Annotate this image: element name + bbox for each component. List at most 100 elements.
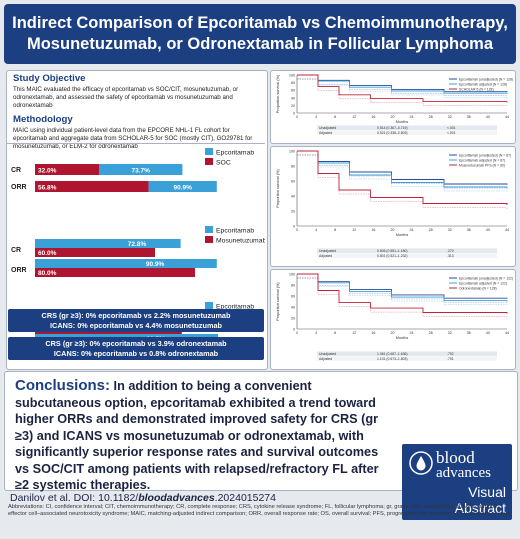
y-tick-label: 0 — [293, 225, 295, 229]
bar — [99, 164, 183, 175]
x-tick-label: 44 — [505, 331, 509, 335]
y-tick-label: 80 — [291, 165, 295, 169]
x-tick-label: 20 — [390, 331, 394, 335]
x-tick-label: 8 — [334, 115, 336, 119]
y-tick-label: 60 — [291, 180, 295, 184]
table-row — [317, 130, 497, 135]
y-tick-label: 80 — [291, 284, 295, 288]
y-tick-label: 40 — [291, 96, 295, 100]
x-tick-label: 28 — [429, 331, 433, 335]
safety-icans-odronextamab: ICANS: 0% epcoritamab vs 0.8% odronextam… — [53, 348, 219, 358]
y-tick-label: 40 — [291, 306, 295, 310]
x-tick-label: 16 — [371, 228, 375, 232]
y-axis-label: Proportion survival (%) — [276, 282, 280, 321]
legend-swatch — [205, 226, 213, 233]
data-label: 90.9% — [173, 184, 192, 191]
legend-label: Mosunetuzumab PFS (N = 90) — [459, 163, 505, 167]
logo-advances: advances — [436, 465, 491, 481]
table-cell: 0.806 (0.551–1.180) — [377, 249, 408, 253]
conclusion-body: In addition to being a convenient subcut… — [15, 379, 379, 492]
x-tick-label: 40 — [486, 331, 490, 335]
legend-label: Epcoritamab adjusted (N = 87) — [459, 158, 505, 162]
table-cell: 0.514 (0.367–0.719) — [377, 126, 408, 130]
table-row — [317, 351, 497, 356]
bar — [35, 268, 195, 277]
x-tick-label: 24 — [410, 331, 414, 335]
legend-label: Epcoritamab — [216, 228, 254, 235]
table-cell: 1.061 (0.687–1.636) — [377, 352, 408, 356]
x-tick-label: 44 — [505, 228, 509, 232]
data-label: 32.0% — [38, 167, 57, 174]
page-title: Indirect Comparison of Epcoritamab vs Ch… — [4, 4, 516, 64]
y-tick-label: 20 — [291, 317, 295, 321]
title-line-1: Indirect Comparison of Epcoritamab vs Ch… — [12, 14, 508, 32]
y-tick-label: 20 — [291, 210, 295, 214]
x-tick-label: 40 — [486, 115, 490, 119]
data-label: 56.8% — [38, 184, 57, 191]
table-cell: Adjusted — [319, 254, 332, 258]
y-axis-label: Proportion survival (%) — [276, 169, 280, 208]
legend-label: Epcoritamab adjusted (N = 128) — [459, 82, 507, 86]
table-cell: .701 — [447, 357, 454, 361]
citation-doi-tail: .2024015274 — [214, 492, 276, 504]
y-tick-label: 100 — [289, 273, 295, 277]
x-axis-label: Months — [396, 120, 409, 124]
x-tick-label: 20 — [390, 228, 394, 232]
x-tick-label: 36 — [467, 115, 471, 119]
table-cell: <.001 — [447, 131, 456, 135]
legend-label: SOC — [216, 160, 231, 167]
objective-text: This MAIC evaluated the efficacy of epco… — [13, 86, 239, 109]
safety-crs-mosunetuzumab: CRS (gr ≥3): 0% epcoritamab vs 2.2% mosu… — [41, 310, 231, 320]
table-cell: Adjusted — [319, 357, 332, 361]
y-tick-label: 40 — [291, 195, 295, 199]
x-tick-label: 0 — [296, 228, 298, 232]
x-tick-label: 20 — [390, 115, 394, 119]
methodology-text: MAIC using individual patient-level data… — [13, 127, 253, 150]
x-tick-label: 0 — [296, 331, 298, 335]
y-tick-label: 20 — [291, 104, 295, 108]
table-cell: Unadjusted — [319, 126, 336, 130]
bar — [35, 181, 149, 192]
legend-swatch — [205, 158, 213, 165]
table-cell: Adjusted — [319, 131, 332, 135]
x-tick-label: 32 — [448, 228, 452, 232]
conclusion-box: Conclusions: In addition to being a conv… — [4, 371, 518, 494]
logo-visual: Visual — [468, 484, 506, 500]
logo-blood: blood — [436, 448, 475, 467]
abbreviations: Abbreviations: CI, confidence interval; … — [8, 504, 511, 518]
bar — [35, 259, 217, 268]
legend-swatch — [205, 302, 213, 309]
category-label: ORR — [11, 267, 27, 274]
x-tick-label: 12 — [352, 115, 356, 119]
y-axis-label: Proportion survival (%) — [276, 74, 280, 113]
bar — [148, 181, 217, 192]
legend-label: Epcoritamab — [216, 150, 254, 157]
bar — [35, 239, 181, 248]
table-cell: 1.101 (0.673–1.803) — [377, 357, 408, 361]
confidence-band — [297, 78, 508, 107]
objective-title: Study Objective — [13, 73, 86, 84]
legend-label: SCHOLAR-5 (N = 128) — [459, 87, 494, 91]
conclusion-label: Conclusions: — [15, 377, 111, 394]
legend-label: Epcoritamab — [216, 304, 254, 311]
x-tick-label: 32 — [448, 115, 452, 119]
x-tick-label: 12 — [352, 228, 356, 232]
table-row — [317, 248, 497, 253]
y-tick-label: 0 — [293, 328, 295, 332]
x-tick-label: 40 — [486, 228, 490, 232]
confidence-band — [297, 154, 508, 209]
legend-label: Epcoritamab (unadjusted) (N = 122) — [459, 276, 513, 280]
table-cell: <.001 — [447, 126, 456, 130]
legend-label: Odronextamab (N = 128) — [459, 286, 497, 290]
title-line-2: Mosunetuzumab, or Odronextamab in Follic… — [26, 35, 494, 53]
category-label: ORR — [11, 184, 27, 191]
legend-label: Epcoritamab (unadjusted) (N = 128) — [459, 77, 513, 81]
conclusion-text: Conclusions: In addition to being a conv… — [15, 377, 395, 494]
category-label: CR — [11, 167, 21, 174]
km-plot-odronextamab: 100 80 60 40 20 0 0 4 8 12 16 20 24 28 32 36 40 44 Proport… — [270, 269, 516, 370]
table-cell: .270 — [447, 249, 454, 253]
safety-banner-odronextamab: CRS (gr ≥3): 0% epcoritamab vs 3.9% odro… — [8, 337, 264, 360]
data-label: 72.8% — [128, 241, 147, 248]
survival-curve — [297, 74, 508, 103]
